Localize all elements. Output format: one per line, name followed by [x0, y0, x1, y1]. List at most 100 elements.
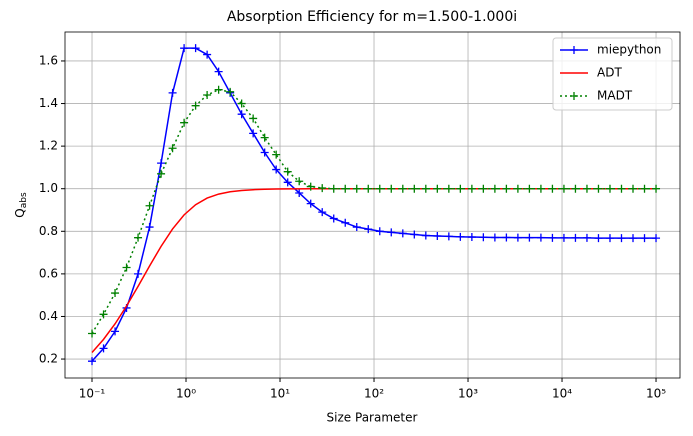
y-tick-label: 0.2 [39, 352, 58, 366]
marker [536, 184, 545, 193]
marker [652, 234, 661, 243]
marker [364, 184, 373, 193]
marker [88, 357, 97, 366]
marker [410, 184, 419, 193]
marker [387, 228, 396, 237]
legend: miepython ADT MADT [552, 37, 673, 111]
marker [640, 184, 649, 193]
marker [375, 227, 384, 236]
x-tick-label: 10⁰ [176, 387, 196, 401]
marker [548, 233, 557, 242]
marker [629, 234, 638, 243]
marker [341, 184, 350, 193]
legend-label: miepython [597, 43, 661, 57]
marker [398, 184, 407, 193]
marker [272, 165, 281, 174]
marker [272, 150, 281, 159]
marker [387, 184, 396, 193]
marker [203, 91, 212, 100]
marker [306, 199, 315, 208]
marker [237, 99, 246, 108]
marker [260, 133, 269, 142]
marker [594, 184, 603, 193]
marker [410, 230, 419, 239]
marker [122, 263, 131, 272]
marker [479, 233, 488, 242]
marker [398, 229, 407, 238]
marker [180, 118, 189, 127]
marker [433, 184, 442, 193]
marker [456, 232, 465, 241]
legend-box [552, 37, 673, 111]
marker [226, 87, 235, 96]
marker [433, 231, 442, 240]
x-tick-label: 10⁵ [646, 387, 666, 401]
legend-label: MADT [597, 89, 633, 103]
marker [582, 184, 591, 193]
marker [444, 184, 453, 193]
marker [456, 184, 465, 193]
series-line [91, 88, 657, 334]
marker [306, 182, 315, 191]
marker [364, 225, 373, 234]
marker [582, 233, 591, 242]
marker [99, 310, 108, 319]
marker [525, 184, 534, 193]
x-tick-label: 10⁴ [552, 387, 572, 401]
x-tick-label: 10¹ [270, 387, 290, 401]
y-axis-label: Qabs [13, 192, 29, 218]
y-tick-label: 1.0 [39, 181, 58, 195]
y-tick-label: 1.6 [39, 53, 58, 67]
marker [640, 234, 649, 243]
y-axis-label-main: Q [13, 208, 27, 217]
marker [352, 184, 361, 193]
y-tick-label: 0.4 [39, 309, 58, 323]
marker [605, 234, 614, 243]
marker [617, 234, 626, 243]
marker [111, 327, 120, 336]
marker [88, 329, 97, 338]
marker [375, 184, 384, 193]
marker [467, 184, 476, 193]
marker [191, 44, 200, 53]
marker [180, 44, 189, 53]
marker [168, 144, 177, 153]
marker [490, 233, 499, 242]
x-tick-label: 10⁻¹ [79, 387, 106, 401]
marker [594, 234, 603, 243]
marker [559, 184, 568, 193]
marker [536, 233, 545, 242]
marker [525, 233, 534, 242]
marker [214, 67, 223, 76]
marker [502, 233, 511, 242]
marker [570, 46, 578, 54]
marker [157, 159, 166, 168]
marker [249, 114, 258, 123]
marker [605, 184, 614, 193]
marker [444, 232, 453, 241]
marker [237, 110, 246, 119]
marker [352, 223, 361, 232]
chart-title: Absorption Efficiency for m=1.500-1.000i [227, 9, 517, 25]
marker [203, 50, 212, 59]
marker [571, 233, 580, 242]
marker [421, 231, 430, 240]
marker [318, 184, 327, 193]
marker [295, 188, 304, 197]
y-axis-label-sub: abs [19, 192, 29, 208]
marker [260, 148, 269, 157]
marker [318, 208, 327, 217]
marker [295, 177, 304, 186]
marker [617, 184, 626, 193]
marker [513, 184, 522, 193]
marker [329, 184, 338, 193]
plot-frame [64, 31, 681, 379]
x-tick-label: 10³ [458, 387, 478, 401]
y-tick-label: 1.4 [39, 96, 58, 110]
marker [249, 129, 258, 138]
marker [629, 184, 638, 193]
marker [157, 169, 166, 178]
marker [111, 289, 120, 298]
marker [570, 92, 578, 100]
